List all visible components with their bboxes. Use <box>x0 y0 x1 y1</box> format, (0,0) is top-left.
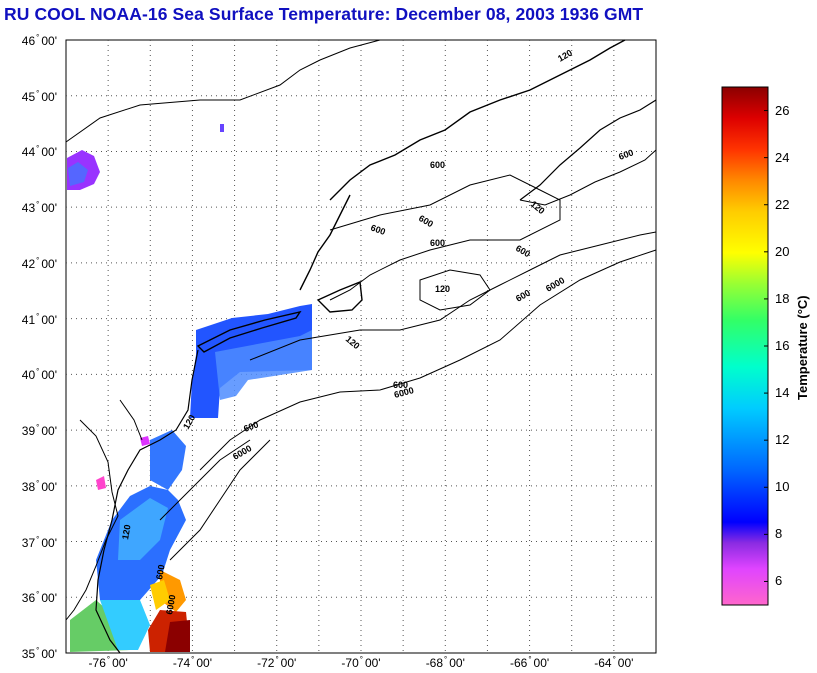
map-title: RU COOL NOAA-16 Sea Surface Temperature:… <box>4 4 644 24</box>
isobath-600-south <box>159 439 251 521</box>
colorbar-tick-label: 22 <box>775 196 790 212</box>
colorbar-tick-label: 10 <box>775 479 790 495</box>
latitude-label: 38° 00' <box>21 478 57 494</box>
coastline-longisland <box>196 310 302 353</box>
longitude-label: -72° 00' <box>257 655 297 670</box>
colorbar-tick-label: 24 <box>775 149 790 165</box>
sst-patch-chesapeake-light <box>118 498 168 560</box>
isobath-6000 <box>199 249 657 471</box>
longitude-label: -68° 00' <box>425 655 465 670</box>
colorbar-tick-label: 8 <box>775 526 783 542</box>
colorbar-title: Temperature (°C) <box>795 295 810 400</box>
isobath-600 <box>249 231 657 361</box>
colorbar-tick-label: 12 <box>775 432 790 448</box>
sst-patch-pink-del <box>140 436 150 446</box>
coastline-capecod <box>316 281 363 313</box>
isobath-label-120: 120 <box>435 284 450 294</box>
isobath-120 <box>329 174 561 301</box>
sst-patch-gulfstream-darkred <box>165 620 190 652</box>
isobath-label-6000: 6000 <box>164 594 177 615</box>
colorbar-tick-label: 20 <box>775 243 790 259</box>
latitude-label: 37° 00' <box>21 534 57 550</box>
coastline-maine <box>329 39 626 201</box>
colorbar-tick-label: 6 <box>775 573 783 589</box>
longitude-label: -76° 00' <box>88 655 128 670</box>
longitude-label: -66° 00' <box>509 655 550 670</box>
sst-patch-hatteras-cyan <box>100 600 150 650</box>
coastline-chesapeake <box>65 419 119 621</box>
isobath-6000-south <box>169 439 271 561</box>
sst-patch-gulfstream-yellow <box>150 580 170 610</box>
sst-patch-maine-speck <box>220 124 224 132</box>
sst-patch-nova-scotia-inner <box>68 162 88 186</box>
longitude-label: -64° 00' <box>594 655 634 670</box>
isobath-label-600: 600 <box>242 419 260 434</box>
coastline-layer <box>65 39 657 654</box>
coastline <box>65 39 381 143</box>
sst-patch-shelf-light <box>215 330 312 400</box>
colorbar-tick-label: 14 <box>775 385 790 401</box>
latitude-label: 46° 00' <box>21 33 57 48</box>
isobath-label-600: 600 <box>393 380 408 390</box>
sst-patch-delaware <box>150 430 186 490</box>
colorbar-tick-label: 16 <box>775 338 790 353</box>
coastline-delaware-bay <box>119 399 143 441</box>
colorbar-ticks <box>764 110 768 582</box>
longitude-label: -74° 00' <box>172 655 213 670</box>
coastline-nova-scotia-south <box>519 149 657 206</box>
latitude-label: 40° 00' <box>21 367 57 383</box>
colorbar-tick-label: 26 <box>775 102 790 118</box>
latitude-label: 35° 00' <box>21 646 57 661</box>
coastline-midatlantic <box>95 349 199 654</box>
latitude-label: 42° 00' <box>21 255 57 271</box>
coastline-newengland <box>299 194 351 291</box>
latitude-label: 36° 00' <box>21 590 57 606</box>
colorbar <box>721 86 769 606</box>
georges-bank <box>419 269 491 311</box>
sst-patch-pink-ches <box>96 476 106 490</box>
isobath-label-600: 600 <box>154 564 166 581</box>
latitude-label: 44° 00' <box>21 144 57 160</box>
isobath-label-600: 600 <box>430 160 445 170</box>
isobath-label-600: 600 <box>369 222 387 237</box>
isobath-label-600: 600 <box>617 147 635 162</box>
latitude-label: 41° 00' <box>21 311 57 327</box>
colorbar-tick-label: 18 <box>775 290 790 306</box>
isobath-label-120: 120 <box>120 524 132 541</box>
isobath-label-600: 600 <box>430 238 445 248</box>
longitude-label: -70° 00' <box>341 655 381 670</box>
latitude-label: 43° 00' <box>21 200 57 216</box>
sst-data-layer <box>67 124 312 652</box>
latitude-label: 39° 00' <box>21 423 57 439</box>
latitude-label: 45° 00' <box>21 88 57 104</box>
coastline-nova-scotia <box>519 99 657 201</box>
